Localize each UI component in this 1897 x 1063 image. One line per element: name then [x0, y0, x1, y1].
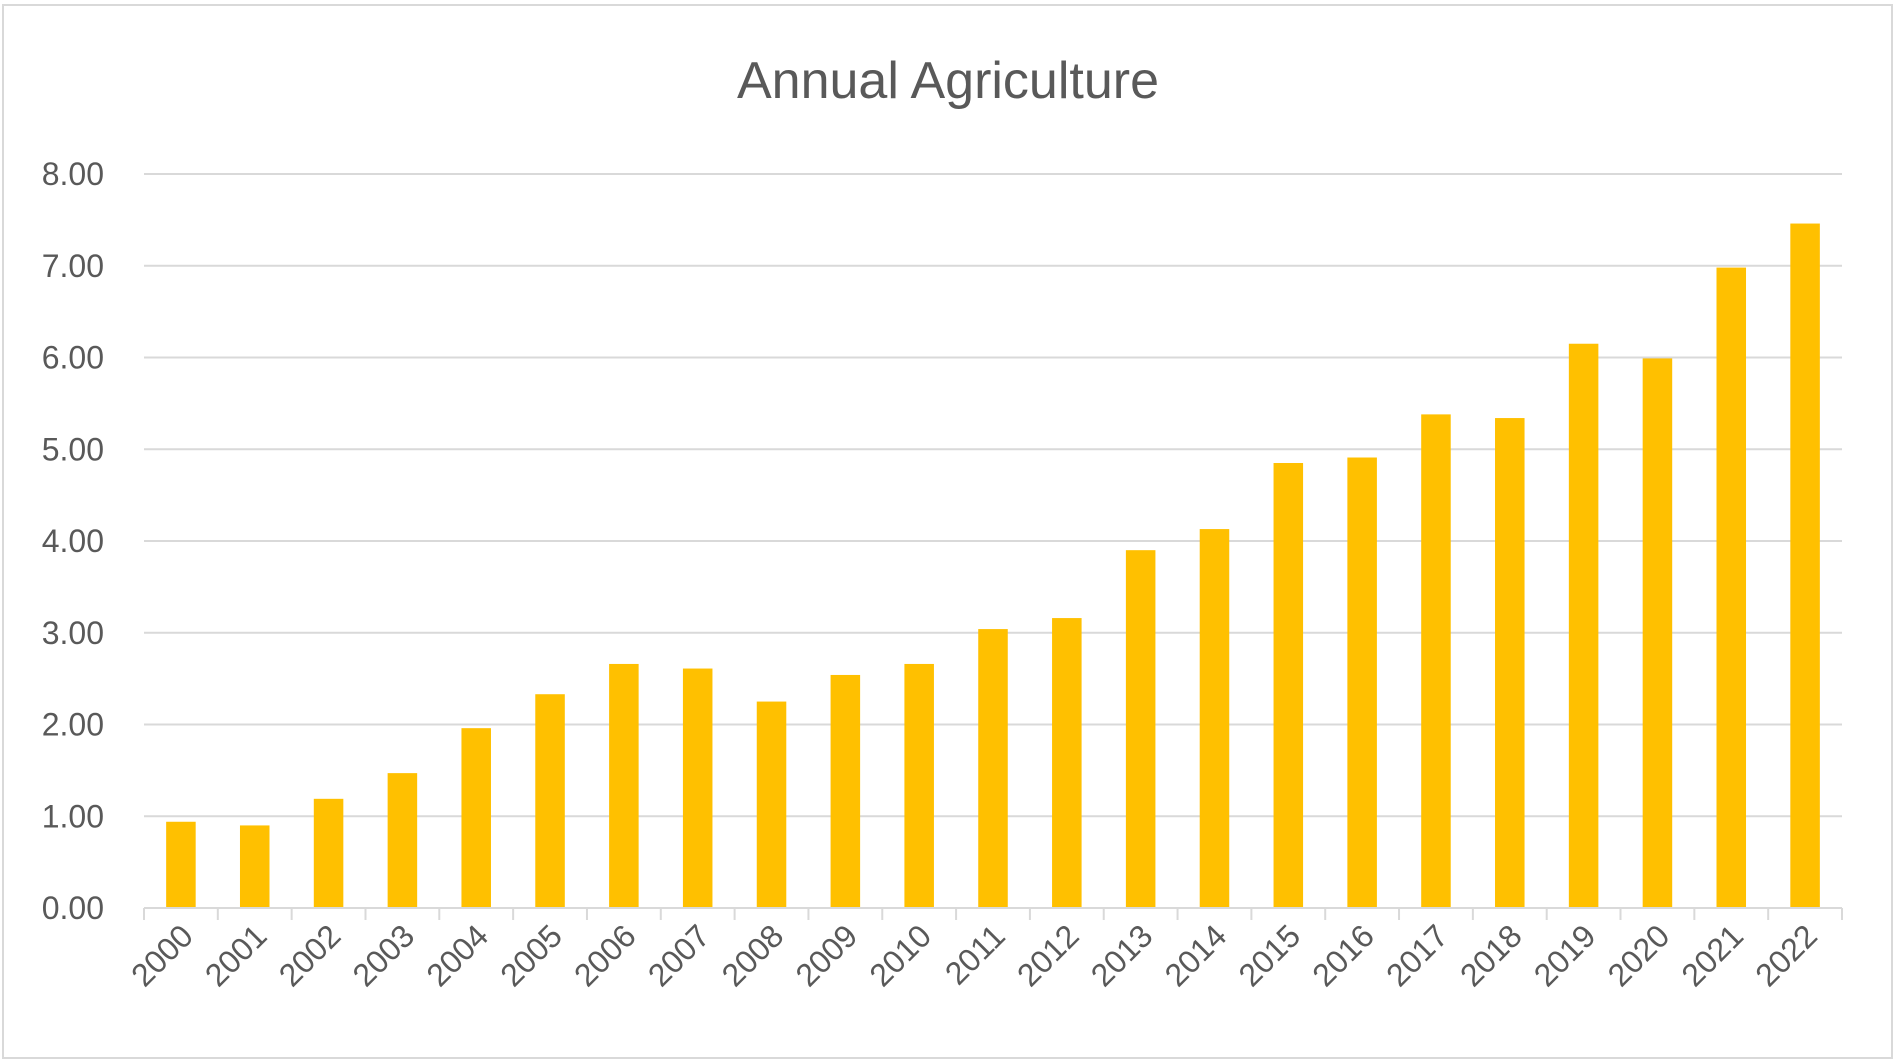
- bar-2008: [756, 701, 787, 908]
- bar-2006: [609, 663, 639, 908]
- bar-2004: [461, 728, 491, 908]
- bar-2016: [1347, 457, 1377, 908]
- y-tick-label: 3.00: [42, 615, 104, 651]
- y-tick-label: 2.00: [42, 707, 104, 743]
- x-tick-label: 2008: [715, 917, 791, 993]
- chart-area: [2, 4, 1893, 1059]
- chart-title: Annual Agriculture: [737, 52, 1159, 110]
- bar-2012: [1052, 618, 1082, 908]
- bar-2019: [1568, 343, 1599, 908]
- x-tick-label: 2005: [493, 917, 569, 993]
- x-tick-label: 2014: [1158, 917, 1234, 993]
- x-tick-label: 2010: [862, 917, 938, 993]
- bar-2017: [1421, 414, 1451, 908]
- y-tick-label: 6.00: [42, 340, 104, 376]
- x-tick-label: 2007: [641, 917, 717, 993]
- y-tick-label: 1.00: [42, 798, 104, 834]
- bar-2007: [682, 668, 713, 908]
- x-tick-label: 2013: [1084, 917, 1160, 993]
- x-tick-label: 2015: [1231, 917, 1307, 993]
- bar-2000: [166, 821, 196, 908]
- bar-2021: [1716, 267, 1747, 909]
- bar-2014: [1199, 529, 1230, 908]
- x-tick-label: 2019: [1527, 917, 1603, 993]
- x-tick-label: 2016: [1305, 917, 1381, 993]
- bar-2020: [1642, 358, 1673, 909]
- bar-2001: [239, 825, 270, 908]
- x-tick-label: 2000: [124, 917, 200, 993]
- x-tick-label: 2020: [1601, 917, 1677, 993]
- bar-2011: [978, 629, 1008, 908]
- x-tick-label: 2012: [1010, 917, 1086, 993]
- bar-2010: [904, 663, 934, 908]
- x-tick-label: 2011: [938, 917, 1012, 991]
- x-tick-label: 2001: [198, 917, 274, 993]
- x-tick-label: 2009: [789, 917, 865, 993]
- y-tick-label: 0.00: [42, 890, 104, 926]
- bar-2005: [535, 694, 565, 908]
- bar-2022: [1790, 223, 1820, 909]
- x-tick-label: 2003: [346, 917, 422, 993]
- bar-2009: [830, 674, 861, 908]
- x-tick-label: 2006: [567, 917, 643, 993]
- y-tick-label: 7.00: [42, 248, 104, 284]
- y-tick-label: 5.00: [42, 431, 104, 467]
- x-tick-label: 2022: [1748, 917, 1824, 993]
- bar-2013: [1125, 550, 1156, 908]
- x-tick-label: 2021: [1674, 917, 1750, 993]
- bar-2003: [387, 773, 418, 908]
- y-tick-label: 4.00: [42, 523, 104, 559]
- x-tick-label: 2004: [419, 917, 495, 993]
- bar-2015: [1273, 463, 1304, 908]
- x-tick-label: 2018: [1453, 917, 1529, 993]
- x-tick-label: 2002: [272, 917, 348, 993]
- x-tick-label: 2017: [1379, 917, 1455, 993]
- bar-2002: [313, 798, 344, 908]
- bar-2018: [1495, 418, 1525, 908]
- y-tick-label: 8.00: [42, 156, 104, 192]
